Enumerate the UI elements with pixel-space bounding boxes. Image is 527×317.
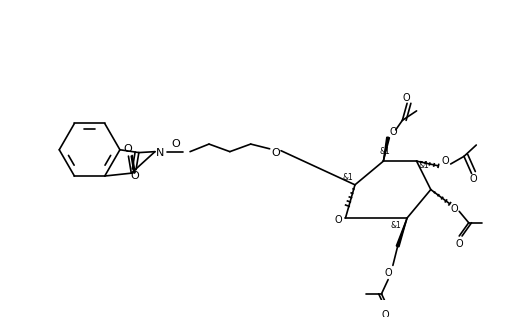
Polygon shape [384,137,389,161]
Text: O: O [402,93,410,103]
Text: O: O [451,204,458,214]
Text: O: O [470,174,477,184]
Text: &1: &1 [380,147,391,156]
Text: O: O [384,268,392,278]
Text: O: O [382,310,389,317]
Text: &1: &1 [342,173,353,182]
Text: O: O [271,148,280,158]
Text: &1: &1 [391,221,401,230]
Text: O: O [455,239,463,249]
Text: &1: &1 [419,161,430,170]
Text: O: O [389,127,397,137]
Text: O: O [171,139,180,149]
Text: O: O [123,145,132,154]
Text: O: O [441,156,449,166]
Text: N: N [155,148,164,158]
Text: O: O [131,171,140,181]
Polygon shape [396,218,407,247]
Text: O: O [334,215,341,225]
